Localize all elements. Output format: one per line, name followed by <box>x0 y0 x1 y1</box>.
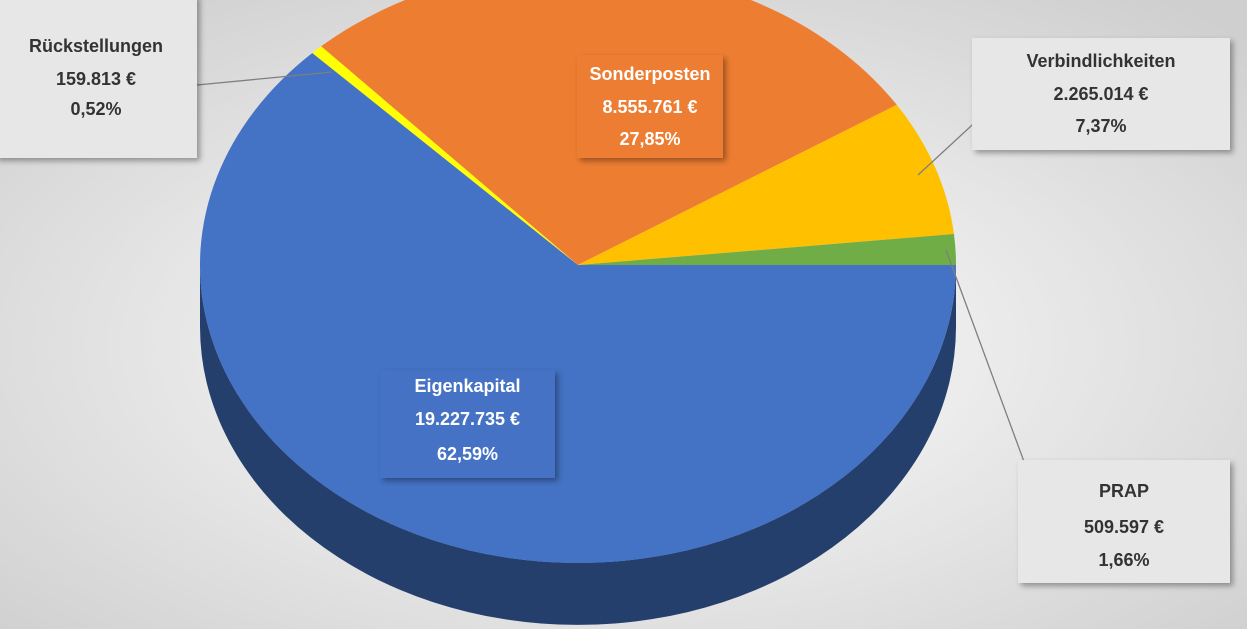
category-label: Verbindlichkeiten <box>1026 51 1175 71</box>
slice <box>578 104 954 265</box>
value-label: 509.597 € <box>1084 517 1164 537</box>
category-label: Rückstellungen <box>29 36 163 56</box>
leader-line <box>196 71 333 86</box>
percent-label: 7,37% <box>1075 116 1126 136</box>
label-box <box>380 370 555 478</box>
percent-label: 62,59% <box>437 444 498 464</box>
value-label: 159.813 € <box>56 69 136 89</box>
slice <box>312 46 578 265</box>
category-label: Eigenkapital <box>414 376 520 396</box>
value-label: 8.555.761 € <box>602 97 697 117</box>
label-box <box>0 0 197 158</box>
category-label: PRAP <box>1099 481 1149 501</box>
label-box <box>972 38 1230 150</box>
percent-label: 27,85% <box>619 129 680 149</box>
label-box <box>577 55 723 158</box>
slice-side <box>200 265 956 625</box>
label-box <box>1018 460 1230 583</box>
category-label: Sonderposten <box>589 64 710 84</box>
slice <box>578 233 956 265</box>
value-label: 2.265.014 € <box>1053 84 1148 104</box>
value-label: 19.227.735 € <box>415 409 520 429</box>
percent-label: 1,66% <box>1098 550 1149 570</box>
percent-label: 0,52% <box>70 99 121 119</box>
